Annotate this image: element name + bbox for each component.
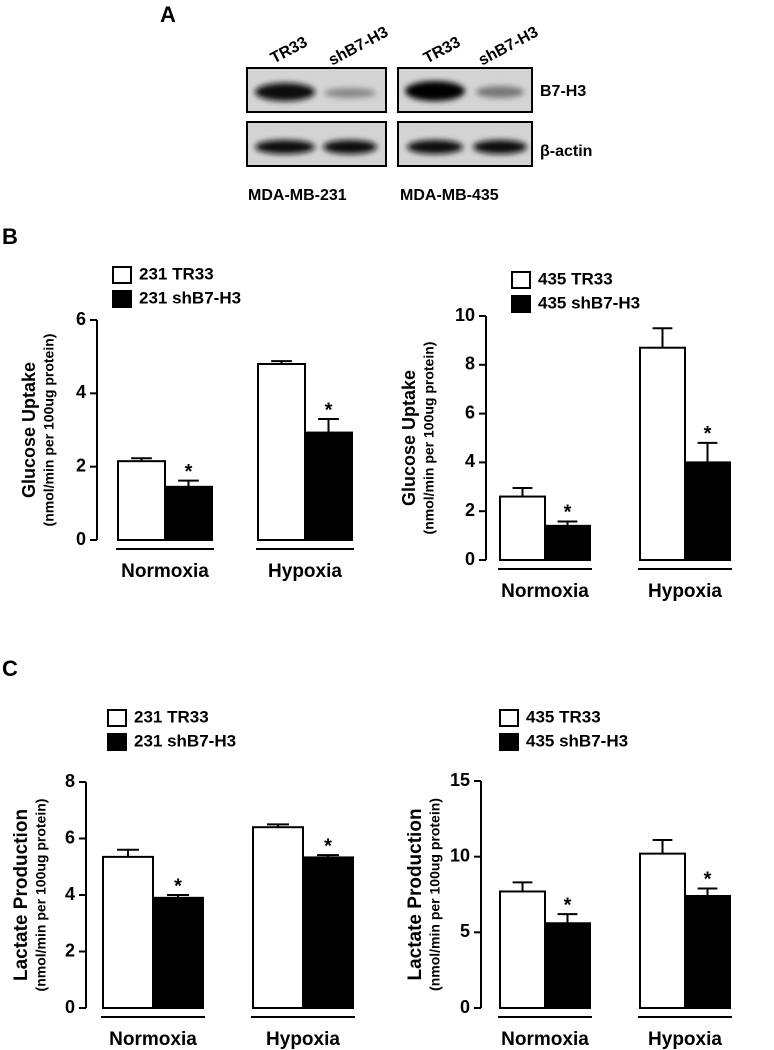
y-tick-label: 6: [65, 827, 75, 847]
legend-swatch: [499, 733, 519, 751]
significance-marker: *: [704, 869, 712, 891]
y-tick-label: 4: [76, 382, 86, 402]
legend-label: 231 TR33: [139, 264, 214, 283]
legend-label: 231 TR33: [134, 707, 209, 726]
blot-band: [476, 86, 524, 98]
y-tick-label: 0: [65, 997, 75, 1017]
legend-label: 231 shB7-H3: [139, 288, 241, 307]
y-axis-label: Glucose Uptake: [19, 362, 39, 498]
legend-swatch: [499, 709, 519, 727]
y-axis-label: Lactate Production: [11, 809, 32, 981]
legend-swatch: [107, 709, 127, 727]
bar: [102, 855, 154, 1009]
y-tick-label: 0: [465, 549, 475, 569]
lane-label: TR33: [268, 34, 311, 67]
y-axis-label: (nmol/min per 100ug protein): [41, 334, 57, 527]
bar: [639, 346, 686, 561]
blot-band: [473, 140, 527, 154]
bar: [639, 852, 686, 1010]
y-tick-label: 0: [460, 997, 470, 1017]
y-tick-label: 6: [465, 402, 475, 422]
significance-marker: *: [174, 875, 182, 897]
y-axis-label: Lactate Production: [405, 808, 426, 980]
row-label: B7-H3: [540, 83, 586, 100]
legend-swatch: [511, 295, 531, 313]
bar: [684, 461, 731, 561]
legend-swatch: [112, 266, 132, 284]
y-tick-label: 2: [465, 500, 475, 520]
y-tick-label: 4: [465, 451, 475, 471]
legend-label: 435 TR33: [526, 707, 601, 726]
x-tick-label: Hypoxia: [648, 1029, 722, 1050]
blot-band: [323, 140, 377, 154]
bar: [252, 826, 304, 1010]
legend-swatch: [112, 290, 132, 308]
legend-label: 231 shB7-H3: [134, 731, 236, 750]
y-tick-label: 8: [465, 354, 475, 374]
significance-marker: *: [704, 423, 712, 445]
y-axis-label: (nmol/min per 100ug protein): [421, 342, 437, 535]
y-axis-label: (nmol/min per 100ug protein): [33, 799, 49, 992]
row-label: β-actin: [540, 143, 592, 160]
lane-label: TR33: [421, 34, 464, 67]
y-tick-label: 10: [450, 845, 470, 865]
y-axis-label: Glucose Uptake: [399, 370, 419, 506]
blot-band: [324, 88, 376, 98]
blot-band: [255, 140, 315, 154]
bar: [544, 524, 591, 562]
x-tick-label: Hypoxia: [268, 561, 342, 582]
legend-swatch: [511, 271, 531, 289]
y-axis-label: (nmol/min per 100ug protein): [427, 798, 443, 991]
significance-marker: *: [564, 894, 572, 916]
blot-band: [407, 140, 463, 154]
significance-marker: *: [324, 835, 332, 857]
bar: [684, 895, 731, 1009]
legend-label: 435 shB7-H3: [526, 731, 628, 750]
y-tick-label: 2: [76, 455, 86, 475]
cell-line-label: MDA-MB-435: [400, 187, 499, 204]
bar: [117, 460, 166, 541]
legend-label: 435 TR33: [538, 269, 613, 288]
x-tick-label: Normoxia: [109, 1029, 197, 1050]
bar: [302, 856, 354, 1009]
panel-label: A: [160, 2, 176, 27]
y-tick-label: 15: [450, 770, 470, 790]
x-tick-label: Normoxia: [121, 561, 209, 582]
y-tick-label: 5: [460, 921, 470, 941]
x-tick-label: Hypoxia: [266, 1029, 340, 1050]
legend-swatch: [107, 733, 127, 751]
bar: [304, 431, 353, 542]
bar: [152, 896, 204, 1010]
y-tick-label: 10: [455, 305, 475, 325]
y-tick-label: 2: [65, 940, 75, 960]
significance-marker: *: [325, 399, 333, 421]
x-tick-label: Normoxia: [501, 581, 589, 602]
western-blot: TR33 shB7-H3 TR33 shB7-H3 B7-H3 β-actin …: [246, 24, 592, 204]
bar: [257, 363, 306, 541]
y-tick-label: 0: [76, 529, 86, 549]
panel-label: B: [2, 224, 18, 249]
y-tick-label: 4: [65, 884, 75, 904]
blot-band: [405, 81, 465, 101]
blot-band: [255, 83, 315, 101]
cell-line-label: MDA-MB-231: [248, 187, 347, 204]
significance-marker: *: [185, 461, 193, 483]
x-tick-label: Hypoxia: [648, 581, 722, 602]
significance-marker: *: [564, 502, 572, 524]
legend-label: 435 shB7-H3: [538, 293, 640, 312]
bar: [164, 485, 213, 542]
lane-label: shB7-H3: [326, 24, 391, 70]
bar: [544, 922, 591, 1010]
panel-label: C: [2, 656, 18, 681]
bar: [499, 495, 546, 561]
y-tick-label: 8: [65, 771, 75, 791]
y-tick-label: 6: [76, 309, 86, 329]
x-tick-label: Normoxia: [501, 1029, 589, 1050]
lane-label: shB7-H3: [476, 24, 541, 70]
bar: [499, 890, 546, 1009]
